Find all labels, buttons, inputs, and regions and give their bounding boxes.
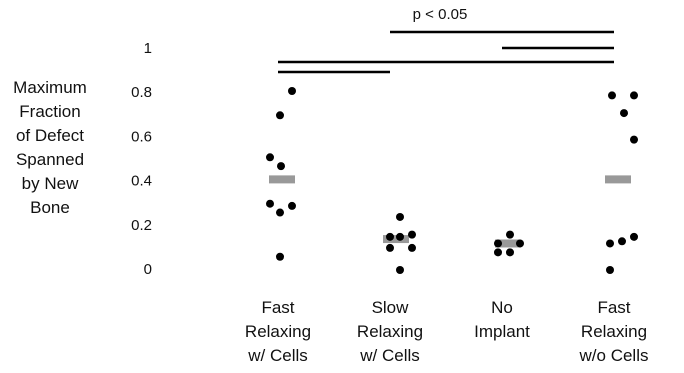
x-tick-label: No Implant [474, 298, 530, 341]
y-tick-label: 1 [144, 40, 152, 57]
data-point [494, 248, 502, 257]
data-point [276, 208, 284, 217]
y-tick-label: 0 [144, 261, 152, 278]
data-point [494, 239, 502, 248]
data-point [630, 232, 638, 241]
data-point [288, 86, 296, 95]
data-point [618, 237, 626, 246]
x-tick-label: Fast Relaxing w/o Cells [579, 298, 649, 365]
data-point [506, 230, 514, 239]
data-point [396, 232, 404, 241]
data-point [630, 135, 638, 144]
data-point [288, 201, 296, 210]
data-point [396, 212, 404, 221]
mean-bar [495, 239, 521, 248]
data-point [266, 199, 274, 208]
mean-bar [269, 175, 295, 184]
data-point [266, 153, 274, 162]
x-tick-label: Slow Relaxing w/ Cells [356, 298, 424, 365]
y-tick-label: 0.2 [131, 217, 152, 234]
data-point [620, 109, 628, 118]
data-point [606, 239, 614, 248]
y-axis-label: Maximum Fraction of Defect Spanned by Ne… [13, 78, 87, 217]
data-point [606, 266, 614, 274]
data-point [516, 239, 524, 248]
y-tick-label: 0.6 [131, 128, 152, 145]
data-point [506, 248, 514, 257]
y-tick-label: 0.4 [131, 173, 152, 190]
data-point [276, 111, 284, 120]
mean-bar [605, 175, 631, 184]
data-point [608, 91, 616, 100]
annotation: p < 0.05 [413, 6, 468, 23]
data-point [408, 230, 416, 239]
data-point [396, 266, 404, 274]
mean-bar [383, 235, 409, 244]
data-point [386, 232, 394, 241]
data-point [630, 91, 638, 100]
data-point [408, 243, 416, 252]
data-point [386, 243, 394, 252]
data-point [277, 162, 285, 171]
data-point [276, 252, 284, 261]
x-tick-label: Fast Relaxing w/ Cells [244, 298, 312, 365]
y-tick-label: 0.8 [131, 84, 152, 101]
